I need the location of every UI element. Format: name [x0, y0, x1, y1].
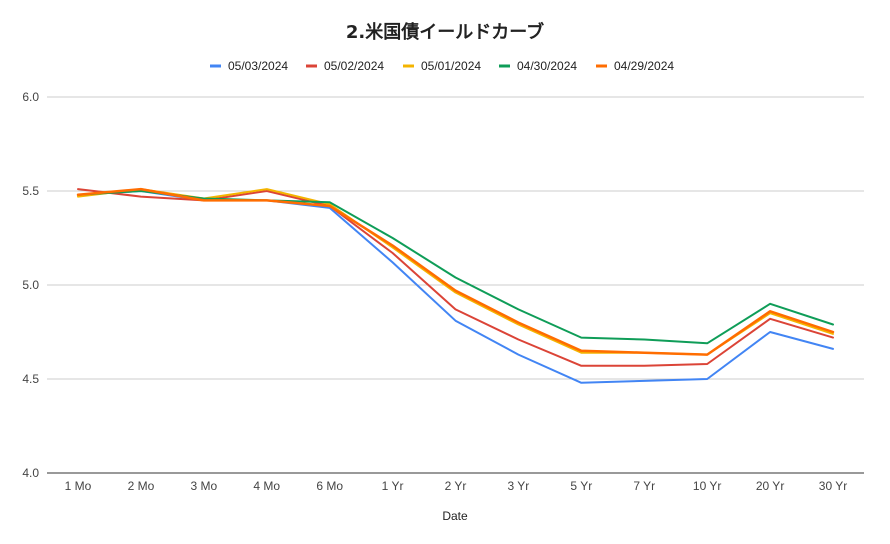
x-tick-label: 7 Yr: [633, 479, 655, 493]
gridlines: [47, 96, 864, 474]
x-tick-label: 5 Yr: [570, 479, 592, 493]
x-tick-label: 30 Yr: [819, 479, 847, 493]
series-line-04-29-2024: [76, 187, 835, 356]
y-tick-label: 5.5: [22, 184, 39, 198]
legend-label: 04/30/2024: [517, 59, 577, 73]
x-tick-label: 2 Mo: [128, 479, 155, 493]
y-tick-label: 4.0: [22, 466, 39, 480]
legend-label: 05/01/2024: [421, 59, 481, 73]
x-tick-label: 3 Yr: [508, 479, 530, 493]
x-axis-ticks: 1 Mo 2 Mo 3 Mo 4 Mo 6 Mo 1 Yr 2 Yr 3 Yr 5 Yr 7 Yr…: [65, 479, 848, 493]
x-tick-label: 2 Yr: [445, 479, 467, 493]
x-tick-label: 4 Mo: [253, 479, 280, 493]
y-axis-ticks: 4.0 4.5 5.0 5.5 6.0: [22, 90, 39, 480]
x-tick-label: 6 Mo: [316, 479, 343, 493]
series-line-04-30-2024: [77, 190, 834, 345]
x-tick-label: 1 Yr: [382, 479, 404, 493]
legend-item: 04/30/2024: [499, 59, 577, 73]
x-tick-label: 20 Yr: [756, 479, 784, 493]
legend: 05/03/2024 05/02/2024 05/01/2024 04/30/2024…: [210, 59, 674, 73]
x-tick-label: 10 Yr: [693, 479, 721, 493]
legend-item: 04/29/2024: [596, 59, 674, 73]
legend-item: 05/02/2024: [306, 59, 384, 73]
x-axis-label: Date: [442, 509, 468, 523]
legend-item: 05/01/2024: [403, 59, 481, 73]
chart-title: 2.米国債イールドカーブ: [346, 21, 544, 43]
series-line-05-01-2024: [77, 188, 834, 356]
legend-item: 05/03/2024: [210, 59, 288, 73]
y-tick-label: 4.5: [22, 372, 39, 386]
legend-label: 05/03/2024: [228, 59, 288, 73]
legend-label: 05/02/2024: [324, 59, 384, 73]
x-tick-label: 3 Mo: [190, 479, 217, 493]
y-tick-label: 6.0: [22, 90, 39, 104]
x-tick-label: 1 Mo: [65, 479, 92, 493]
y-tick-label: 5.0: [22, 278, 39, 292]
series-lines: [76, 187, 835, 384]
legend-label: 04/29/2024: [614, 59, 674, 73]
